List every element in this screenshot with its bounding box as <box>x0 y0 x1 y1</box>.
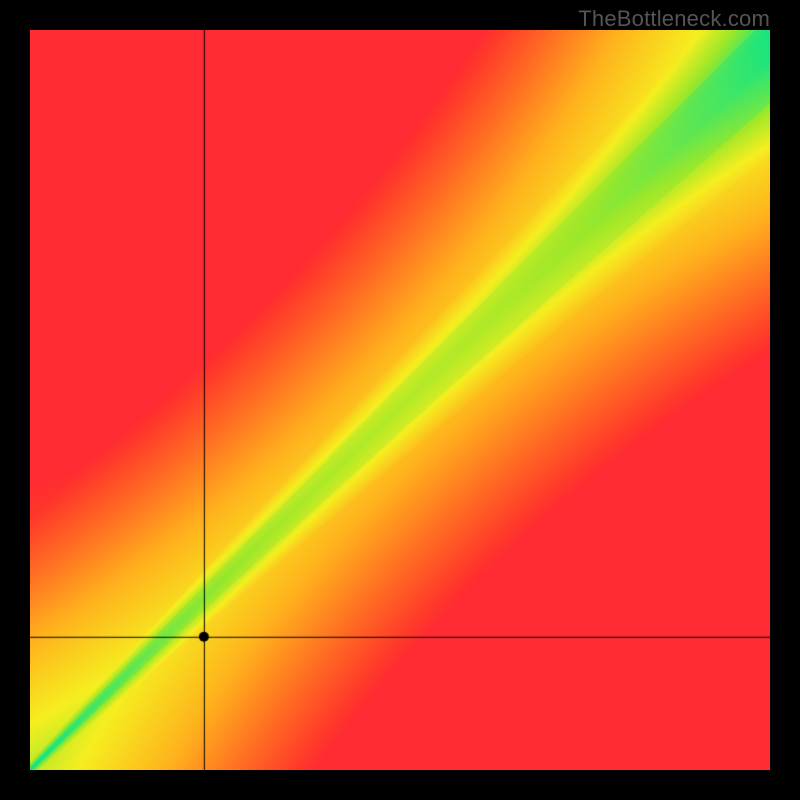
crosshair-overlay <box>30 30 770 770</box>
bottleneck-heatmap <box>30 30 770 770</box>
watermark-text: TheBottleneck.com <box>578 6 770 32</box>
